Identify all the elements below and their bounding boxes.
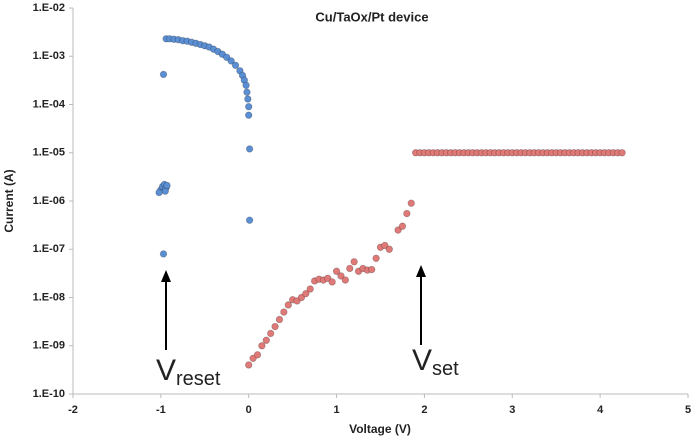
point <box>297 293 306 302</box>
x-tick-label: -2 <box>68 404 78 416</box>
point <box>155 188 163 197</box>
point <box>258 342 266 350</box>
x-tick-label: 1 <box>334 404 340 416</box>
point <box>394 226 402 234</box>
point <box>324 274 332 282</box>
x-tick-label: 5 <box>685 404 691 416</box>
annotation: Vreset <box>156 354 221 390</box>
point <box>245 103 253 111</box>
point <box>242 81 250 89</box>
arrows <box>161 265 426 350</box>
point <box>346 264 354 273</box>
point <box>381 241 389 250</box>
x-tick-label: 0 <box>246 404 252 416</box>
point <box>253 351 262 359</box>
point <box>372 254 380 262</box>
point <box>328 278 336 286</box>
point <box>398 222 407 230</box>
y-tick-label: 1.E-05 <box>33 147 65 159</box>
point <box>231 61 240 69</box>
point <box>350 258 358 266</box>
arrow-head <box>161 270 171 282</box>
y-tick-label: 1.E-10 <box>33 388 65 400</box>
point <box>245 216 254 224</box>
point <box>407 199 415 207</box>
annotation-sub: reset <box>176 368 221 390</box>
point <box>266 329 275 338</box>
point <box>284 301 292 309</box>
annotation-main: V <box>412 344 432 377</box>
point <box>618 149 626 157</box>
y-tick-label: 1.E-07 <box>33 243 65 255</box>
point <box>227 57 235 65</box>
x-tick-label: 3 <box>509 404 515 416</box>
point <box>302 289 310 298</box>
point <box>275 315 284 324</box>
point <box>403 209 411 218</box>
point <box>271 322 279 331</box>
x-tick-label: -1 <box>156 404 166 416</box>
point <box>337 272 345 280</box>
y-tick-label: 1.E-08 <box>33 291 65 303</box>
point <box>159 250 168 258</box>
point <box>245 361 253 369</box>
point <box>249 354 257 362</box>
point <box>368 265 376 274</box>
point <box>332 267 341 275</box>
y-tick-label: 1.E-09 <box>33 340 65 352</box>
point <box>244 95 252 103</box>
chart-title: Cu/TaOx/Pt device <box>315 9 428 24</box>
point <box>341 276 350 284</box>
point <box>223 53 231 62</box>
x-tick-label: 2 <box>421 404 427 416</box>
point <box>306 285 314 293</box>
y-tick-label: 1.E-06 <box>33 195 65 207</box>
x-tick-label: 4 <box>597 404 604 416</box>
annotation-sub: set <box>432 358 459 380</box>
point <box>245 145 254 153</box>
y-axis-title: Current (A) <box>2 169 16 232</box>
y-tick-label: 1.E-04 <box>33 98 66 110</box>
point <box>163 181 171 190</box>
annotation-main: V <box>156 354 176 387</box>
point <box>280 308 288 316</box>
y-tick-label: 1.E-02 <box>33 2 65 14</box>
arrow-head <box>416 265 426 277</box>
point <box>245 111 253 119</box>
point <box>159 70 168 79</box>
y-tick-label: 1.E-03 <box>33 50 65 62</box>
point <box>262 336 270 344</box>
annotation: Vset <box>412 344 459 380</box>
x-axis-title: Voltage (V) <box>349 422 411 436</box>
point <box>385 245 393 253</box>
point <box>243 88 251 96</box>
